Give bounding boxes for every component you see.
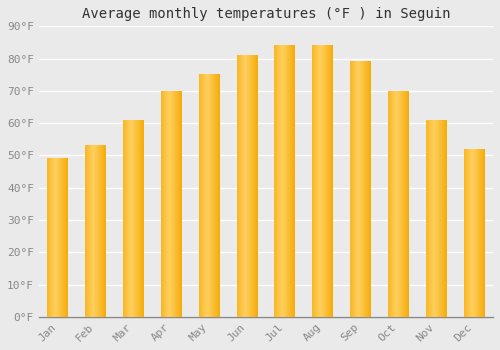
Title: Average monthly temperatures (°F ) in Seguin: Average monthly temperatures (°F ) in Se… xyxy=(82,7,450,21)
